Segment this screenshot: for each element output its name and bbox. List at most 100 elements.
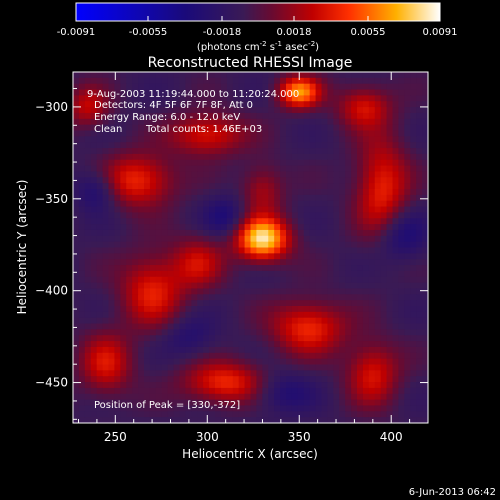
image-pixel — [297, 206, 305, 213]
image-pixel — [386, 294, 393, 301]
image-pixel — [203, 370, 210, 377]
image-pixel — [96, 294, 103, 301]
image-pixel — [422, 112, 429, 120]
image-pixel — [132, 335, 139, 342]
image-pixel — [78, 218, 86, 225]
image-pixel — [108, 288, 115, 295]
image-pixel — [297, 241, 305, 248]
image-pixel — [410, 317, 417, 324]
image-pixel — [215, 417, 222, 424]
image-pixel — [149, 218, 157, 225]
image-pixel — [226, 247, 234, 254]
image-pixel — [250, 270, 257, 278]
image-pixel — [339, 411, 346, 418]
image-pixel — [144, 89, 151, 96]
image-pixel — [149, 229, 157, 237]
image-pixel — [404, 89, 411, 96]
image-pixel — [209, 294, 216, 301]
image-pixel — [309, 405, 316, 412]
image-pixel — [102, 346, 109, 354]
image-pixel — [191, 317, 198, 324]
image-pixel — [362, 142, 370, 149]
image-pixel — [327, 282, 334, 289]
image-pixel — [114, 417, 121, 424]
image-pixel — [120, 282, 127, 289]
image-pixel — [250, 224, 257, 231]
image-pixel — [126, 77, 133, 85]
image-pixel — [84, 177, 92, 184]
image-pixel — [179, 142, 186, 149]
image-pixel — [179, 265, 186, 272]
image-pixel — [291, 300, 299, 307]
image-pixel — [232, 270, 240, 278]
image-pixel — [78, 229, 86, 237]
image-pixel — [357, 329, 364, 336]
image-pixel — [357, 142, 364, 149]
image-pixel — [422, 183, 429, 190]
image-pixel — [268, 282, 275, 289]
image-pixel — [280, 235, 287, 243]
image-pixel — [321, 323, 328, 330]
image-pixel — [179, 165, 186, 172]
image-pixel — [380, 352, 387, 360]
image-pixel — [167, 265, 174, 272]
image-pixel — [232, 399, 240, 406]
image-pixel — [274, 148, 281, 155]
image-pixel — [114, 136, 121, 143]
image-pixel — [167, 346, 174, 354]
image-pixel — [422, 118, 429, 126]
image-pixel — [315, 346, 322, 354]
image-pixel — [215, 382, 222, 389]
image-pixel — [215, 101, 222, 108]
image-pixel — [102, 300, 109, 307]
image-pixel — [209, 393, 216, 400]
image-area — [73, 72, 429, 424]
image-pixel — [274, 101, 281, 108]
image-pixel — [220, 259, 228, 266]
image-pixel — [410, 259, 417, 266]
image-pixel — [215, 171, 222, 178]
image-pixel — [374, 335, 382, 342]
image-pixel — [126, 311, 133, 319]
image-pixel — [256, 276, 263, 283]
image-pixel — [84, 83, 92, 90]
image-pixel — [268, 159, 275, 166]
image-pixel — [173, 107, 180, 114]
image-pixel — [368, 165, 376, 172]
image-pixel — [149, 159, 157, 166]
image-pixel — [108, 136, 115, 143]
image-pixel — [303, 317, 311, 324]
image-pixel — [167, 148, 174, 155]
image-pixel — [256, 189, 263, 196]
image-pixel — [73, 130, 80, 137]
image-pixel — [102, 142, 109, 149]
image-pixel — [78, 189, 86, 196]
image-pixel — [220, 112, 228, 120]
image-pixel — [250, 253, 257, 260]
image-pixel — [138, 346, 145, 354]
image-pixel — [362, 341, 370, 348]
method-text: Clean — [94, 124, 122, 135]
image-pixel — [404, 200, 411, 207]
image-pixel — [203, 294, 210, 301]
image-pixel — [351, 107, 358, 114]
image-pixel — [102, 124, 109, 131]
image-pixel — [333, 276, 340, 283]
image-pixel — [392, 370, 399, 377]
image-pixel — [416, 107, 423, 114]
image-pixel — [416, 72, 423, 79]
image-pixel — [102, 387, 109, 395]
image-pixel — [321, 329, 328, 336]
image-pixel — [297, 171, 305, 178]
image-pixel — [215, 376, 222, 383]
image-pixel — [250, 189, 257, 196]
image-pixel — [102, 417, 109, 424]
image-pixel — [132, 241, 139, 248]
image-pixel — [191, 276, 198, 283]
image-pixel — [90, 411, 98, 418]
image-pixel — [345, 153, 352, 161]
image-pixel — [368, 159, 376, 166]
image-pixel — [126, 247, 133, 254]
image-pixel — [244, 130, 251, 137]
image-pixel — [309, 253, 316, 260]
